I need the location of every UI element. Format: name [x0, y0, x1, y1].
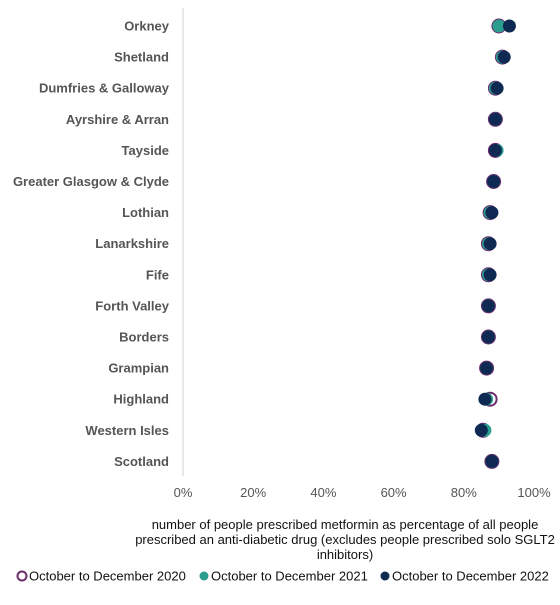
category-label: Orkney — [124, 19, 170, 34]
x-axis-title: number of people prescribed metformin as… — [135, 517, 555, 562]
data-point — [481, 330, 495, 344]
category-label: Forth Valley — [95, 298, 169, 313]
category-label: Lothian — [122, 205, 169, 220]
category-label: Shetland — [114, 50, 169, 65]
x-axis-title-line: number of people prescribed metformin as… — [152, 517, 539, 532]
x-tick-label: 20% — [240, 485, 266, 500]
data-point — [483, 237, 497, 251]
legend-marker — [199, 571, 209, 581]
data-point — [502, 19, 516, 33]
data-point — [497, 50, 511, 64]
data-point — [485, 454, 499, 468]
data-point — [480, 361, 494, 375]
x-tick-label: 0% — [174, 485, 193, 500]
data-point — [483, 268, 497, 282]
category-label: Western Isles — [85, 423, 169, 438]
data-point — [492, 19, 506, 33]
category-label: Borders — [119, 330, 169, 345]
category-label: Scotland — [114, 454, 169, 469]
data-points — [474, 18, 516, 469]
legend-label: October to December 2021 — [211, 569, 368, 584]
data-point — [488, 143, 502, 157]
data-point — [490, 81, 504, 95]
category-label: Greater Glasgow & Clyde — [13, 174, 169, 189]
legend-marker — [16, 570, 28, 582]
data-point — [488, 112, 502, 126]
data-point — [485, 206, 499, 220]
category-label: Highland — [113, 392, 169, 407]
data-point — [481, 299, 495, 313]
x-tick-label: 80% — [451, 485, 477, 500]
x-tick-label: 60% — [381, 485, 407, 500]
x-tick-label: 100% — [517, 485, 551, 500]
category-labels: Orkney Shetland Dumfries & Galloway Ayrshir… — [13, 19, 170, 469]
x-tick-label: 40% — [310, 485, 336, 500]
data-point — [487, 175, 501, 188]
x-axis-title-line: inhibitors) — [317, 547, 373, 562]
x-tick-labels: 0% 20% 40% 60% 80% 100% — [174, 485, 551, 500]
category-label: Lanarkshire — [95, 236, 169, 251]
category-label: Tayside — [122, 143, 169, 158]
legend: October to December 2020 October to Decem… — [16, 569, 549, 584]
data-point — [478, 392, 492, 406]
category-label: Ayrshire & Arran — [66, 112, 169, 127]
x-axis-title-line: prescribed an anti-diabetic drug (exclud… — [135, 532, 555, 547]
legend-label: October to December 2022 — [392, 569, 549, 584]
category-label: Dumfries & Galloway — [39, 81, 170, 96]
data-point — [474, 423, 488, 437]
category-label: Grampian — [108, 361, 169, 376]
legend-marker — [380, 571, 390, 581]
legend-label: October to December 2020 — [29, 569, 186, 584]
category-label: Fife — [146, 267, 169, 282]
